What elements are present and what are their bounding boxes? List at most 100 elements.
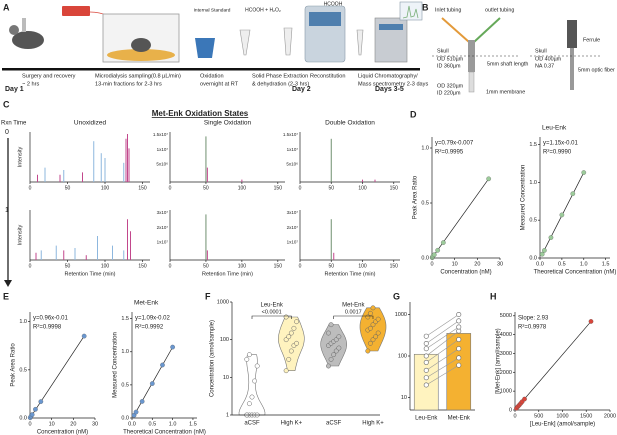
panel-b-art	[432, 17, 600, 93]
x-tick-label: 0	[299, 263, 302, 269]
y-tick-label: 1000	[395, 312, 407, 318]
point	[326, 330, 331, 336]
x-tick-label: 1.0	[169, 421, 177, 427]
y-tick-label: 1.0	[121, 349, 129, 355]
point	[249, 394, 255, 400]
point	[423, 333, 429, 339]
fit-line	[133, 346, 173, 416]
x-tick-label: 150	[390, 263, 399, 269]
x-tick-label: 20	[70, 421, 76, 427]
point	[548, 235, 554, 240]
axis-title: Peak Area Ratio	[11, 343, 17, 387]
column-title: Double Oxidation	[325, 120, 375, 127]
point	[29, 412, 35, 417]
y-tick-label: 1.5	[529, 142, 537, 148]
x-tick-label: Leu-Enk	[415, 416, 438, 422]
x-tick-label: 0.5	[148, 421, 156, 427]
probe-label: 5mm shaft length	[487, 61, 528, 67]
point	[456, 362, 462, 368]
mouse-in-beaker	[131, 38, 151, 52]
y-tick-label: 100	[398, 353, 407, 359]
annotation: R²=0.9990	[543, 150, 572, 156]
axis-title: [Met-Enk] (amol/sample)	[496, 328, 502, 393]
arrow-head	[4, 280, 12, 287]
screen	[399, 1, 423, 21]
step-label: Oxidation	[200, 73, 224, 79]
point	[375, 316, 381, 322]
point	[423, 375, 429, 381]
x-tick-label: 100	[238, 263, 247, 269]
y-tick-label: 3000	[500, 351, 512, 357]
x-tick-label: 0.0	[128, 421, 136, 427]
y-tick-label: 1	[226, 412, 229, 418]
centrifuge-lid	[309, 12, 341, 26]
point	[283, 368, 289, 374]
axis-title: [Leu-Enk] (amol/sample)	[530, 422, 595, 428]
bar	[446, 333, 472, 411]
axis-title: Theoretical Concentration (nM)	[123, 430, 206, 435]
x-tick-label: 30	[92, 421, 98, 427]
p-value: 0.0017	[345, 309, 362, 315]
axis-title: Measured Concentration	[521, 165, 527, 231]
y-tick-label: 2000	[500, 370, 512, 376]
point	[336, 334, 342, 340]
panel-label: C	[3, 99, 10, 109]
panel-title: Met-Enk Oxidation States	[152, 109, 249, 118]
x-tick-label: 100	[101, 263, 110, 269]
mouse-head	[9, 25, 19, 35]
point	[423, 353, 429, 359]
point	[291, 325, 297, 331]
axis-title: Concentration (nM)	[37, 430, 88, 435]
y-tick-label: 5x10⁶	[286, 162, 298, 167]
x-tick-label: 50	[65, 185, 71, 191]
y-tick-label: 100	[220, 337, 229, 343]
point	[328, 356, 334, 362]
x-tick-label: 1500	[580, 413, 592, 419]
y-tick-label: 0.5	[19, 367, 27, 373]
point	[328, 322, 334, 328]
axis-title: Rxn Time	[1, 121, 27, 127]
ferrule	[567, 20, 577, 48]
y-tick-label: 4000	[500, 332, 512, 338]
y-tick-label: 0.5	[529, 218, 537, 224]
point	[440, 240, 446, 245]
axis-title: Retention Time (min)	[324, 271, 375, 277]
point	[139, 399, 145, 404]
y-tick-label: 0.0	[19, 415, 27, 421]
point	[286, 334, 292, 340]
axis-title: Peak Area Ratio	[413, 175, 419, 219]
step-label: Solid Phase Extraction	[252, 73, 308, 79]
probe-label: ID 220µm	[437, 90, 461, 96]
point	[559, 212, 565, 218]
point	[252, 378, 258, 384]
point	[373, 334, 379, 340]
panel-a-art	[2, 1, 423, 71]
point	[581, 170, 587, 175]
pair-line	[426, 326, 459, 349]
annotation: R²=0.9978	[518, 325, 547, 331]
point	[81, 333, 87, 339]
x-tick-label: 100	[238, 185, 247, 191]
point	[170, 344, 175, 350]
membrane	[468, 71, 475, 93]
annotation: R²=0.9998	[33, 325, 62, 331]
column-title: Single Oxidation	[204, 120, 252, 127]
probe-label: Skull	[437, 48, 449, 54]
group-title: Met-Enk	[342, 303, 365, 309]
x-tick-label: 1.5	[189, 421, 197, 427]
x-tick-label: 0	[299, 185, 302, 191]
panel-label: F	[205, 291, 211, 301]
y-tick-label: 2x10⁷	[157, 225, 169, 230]
point	[370, 305, 376, 311]
bedding	[107, 49, 175, 61]
x-tick-label: 0	[169, 185, 172, 191]
y-tick-label: 0	[509, 407, 512, 413]
y-tick-label: 1.0	[19, 319, 27, 325]
day-label: Day 2	[292, 86, 311, 93]
y-tick-label: 1.0	[421, 145, 429, 151]
y-tick-label: 5000	[500, 313, 512, 319]
x-tick-label: 0	[29, 185, 32, 191]
y-tick-label: 5x10⁶	[156, 162, 168, 167]
x-tick-label: 100	[358, 263, 367, 269]
